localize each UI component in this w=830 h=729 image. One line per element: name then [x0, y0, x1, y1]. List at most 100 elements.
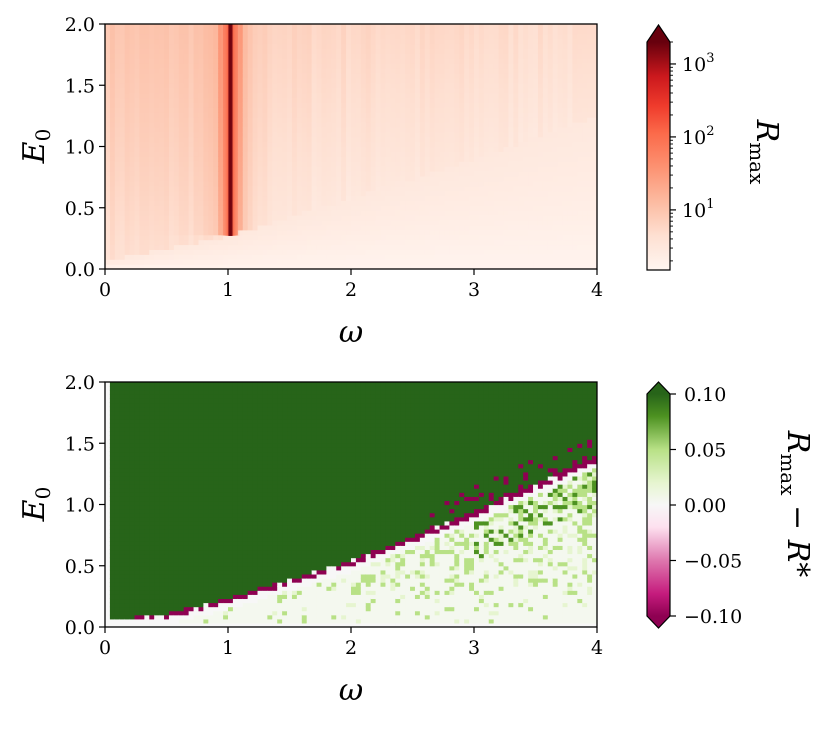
heatmap-cell: [139, 185, 145, 192]
heatmap-cell: [385, 229, 391, 236]
heatmap-cell: [257, 205, 264, 211]
heatmap-cell: [336, 38, 342, 45]
heatmap-cell: [124, 190, 131, 197]
heatmap-cell: [109, 161, 116, 167]
heatmap-cell: [385, 254, 391, 260]
heatmap-cell: [498, 38, 505, 45]
heatmap-cell: [395, 68, 401, 74]
heatmap-cell: [380, 190, 387, 197]
heatmap-cell: [267, 146, 273, 152]
heatmap-cell: [188, 126, 195, 133]
heatmap-cell: [306, 58, 313, 64]
heatmap-cell: [301, 239, 308, 246]
heatmap-cell: [178, 43, 185, 50]
heatmap-cell: [474, 24, 480, 30]
heatmap-cell: [168, 141, 175, 148]
heatmap-cell: [124, 97, 131, 103]
heatmap-cell: [109, 229, 116, 236]
heatmap-cell: [567, 131, 573, 138]
heatmap-cell: [287, 146, 293, 152]
heatmap-cell: [129, 166, 136, 172]
heatmap-cell: [291, 190, 298, 197]
heatmap-cell: [262, 215, 268, 221]
heatmap-cell: [360, 200, 367, 206]
heatmap-cell: [183, 112, 190, 118]
heatmap-cell: [109, 68, 116, 74]
heatmap-cell: [498, 210, 505, 216]
heatmap-cell: [144, 87, 150, 94]
heatmap-cell: [282, 33, 288, 40]
heatmap-cell: [375, 234, 382, 241]
heatmap-cell: [400, 175, 406, 182]
heatmap-cell: [291, 24, 298, 30]
heatmap-cell: [262, 24, 268, 30]
heatmap-cell: [301, 102, 308, 108]
heatmap-cell: [198, 77, 204, 84]
heatmap-cell: [355, 87, 362, 94]
heatmap-cell: [311, 112, 318, 118]
heatmap-cell: [469, 107, 475, 113]
heatmap-cell: [410, 141, 416, 148]
heatmap-cell: [474, 117, 480, 123]
heatmap-cell: [513, 249, 519, 255]
heatmap-cell: [183, 53, 190, 59]
heatmap-cell: [405, 77, 411, 84]
heatmap-cell: [341, 220, 347, 226]
heatmap-cell: [365, 141, 372, 148]
heatmap-cell: [326, 141, 332, 148]
heatmap-cell: [400, 117, 406, 123]
heatmap-cell: [365, 195, 372, 201]
heatmap-cell: [183, 180, 190, 187]
heatmap-cell: [483, 82, 490, 89]
heatmap-cell: [321, 166, 327, 172]
heatmap-cell: [414, 215, 421, 221]
heatmap-cell: [577, 24, 583, 30]
heatmap-cell: [454, 92, 460, 99]
heatmap-cell: [547, 200, 554, 206]
heatmap-cell: [582, 151, 588, 157]
heatmap-cell: [434, 97, 441, 103]
heatmap-cell: [306, 82, 313, 89]
heatmap-cell: [405, 92, 411, 99]
heatmap-cell: [478, 82, 485, 89]
heatmap-cell: [291, 259, 298, 265]
heatmap-cell: [129, 131, 136, 138]
heatmap-cell: [198, 215, 204, 221]
heatmap-cell: [508, 63, 514, 69]
heatmap-cell: [316, 43, 323, 50]
heatmap-cell: [316, 175, 323, 182]
heatmap-cell: [139, 190, 145, 197]
heatmap-cell: [306, 48, 313, 54]
heatmap-cell: [321, 264, 327, 269]
heatmap-cell: [277, 112, 283, 118]
heatmap-cell: [331, 259, 337, 265]
heatmap-cell: [385, 92, 391, 99]
heatmap-cell: [483, 43, 490, 50]
heatmap-cell: [119, 28, 126, 35]
heatmap-cell: [395, 97, 401, 103]
heatmap-cell: [355, 33, 362, 40]
heatmap-cell: [542, 224, 549, 231]
heatmap-cell: [464, 180, 470, 187]
heatmap-cell: [469, 92, 475, 99]
heatmap-cell: [498, 131, 505, 138]
heatmap-cell: [114, 28, 121, 35]
heatmap-cell: [523, 117, 529, 123]
heatmap-cell: [498, 205, 505, 211]
heatmap-cell: [503, 151, 510, 157]
heatmap-cell: [311, 259, 318, 265]
heatmap-cell: [237, 28, 244, 35]
heatmap-cell: [301, 205, 308, 211]
heatmap-cell: [582, 63, 588, 69]
heatmap-cell: [336, 224, 342, 231]
heatmap-cell: [262, 175, 268, 182]
heatmap-cell: [493, 82, 500, 89]
heatmap-cell: [124, 215, 131, 221]
heatmap-cell: [513, 171, 519, 177]
heatmap-cell: [454, 102, 460, 108]
heatmap-cell: [193, 259, 200, 265]
heatmap-cell: [252, 68, 259, 74]
heatmap-cell: [252, 92, 259, 99]
heatmap-cell: [213, 175, 219, 182]
heatmap-cell: [277, 195, 283, 201]
